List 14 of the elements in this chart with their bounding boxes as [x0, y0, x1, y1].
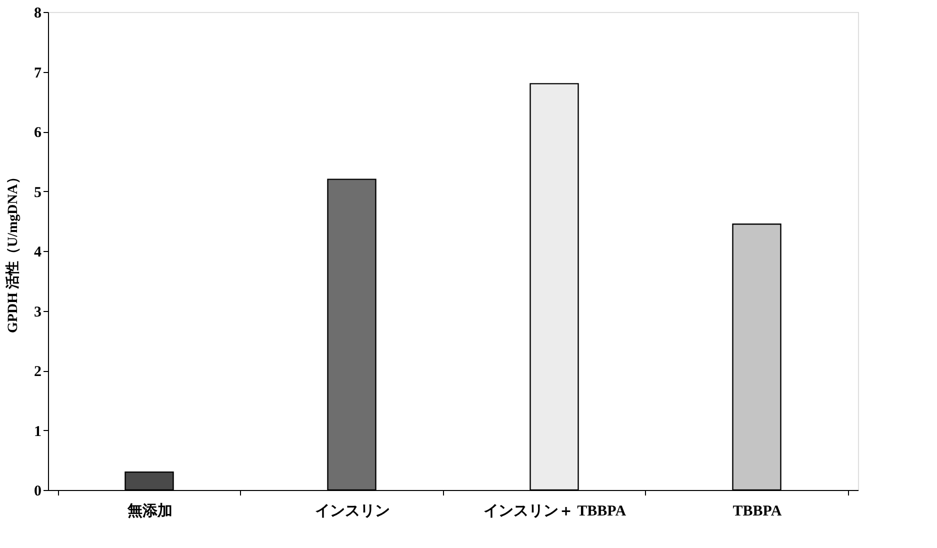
y-tick-label: 4 [34, 244, 42, 260]
y-tick-label: 0 [34, 484, 42, 500]
y-tick-label: 6 [34, 125, 42, 141]
y-axis-title: GPDH 活性（U/mgDNA） [5, 170, 21, 333]
x-tick-label: インスリン [314, 504, 390, 520]
x-tick-label: インスリン＋ TBBPA [483, 504, 626, 520]
y-tick-label: 7 [34, 65, 42, 82]
x-tick-label: 無添加 [126, 502, 172, 520]
y-tick-label: 8 [34, 6, 42, 22]
y-tick-label: 2 [34, 364, 42, 380]
x-tick-label: TBBPA [732, 504, 782, 520]
y-tick-label: 5 [34, 184, 42, 201]
y-tick-label: 1 [34, 424, 42, 440]
y-tick-label: 3 [34, 304, 42, 320]
